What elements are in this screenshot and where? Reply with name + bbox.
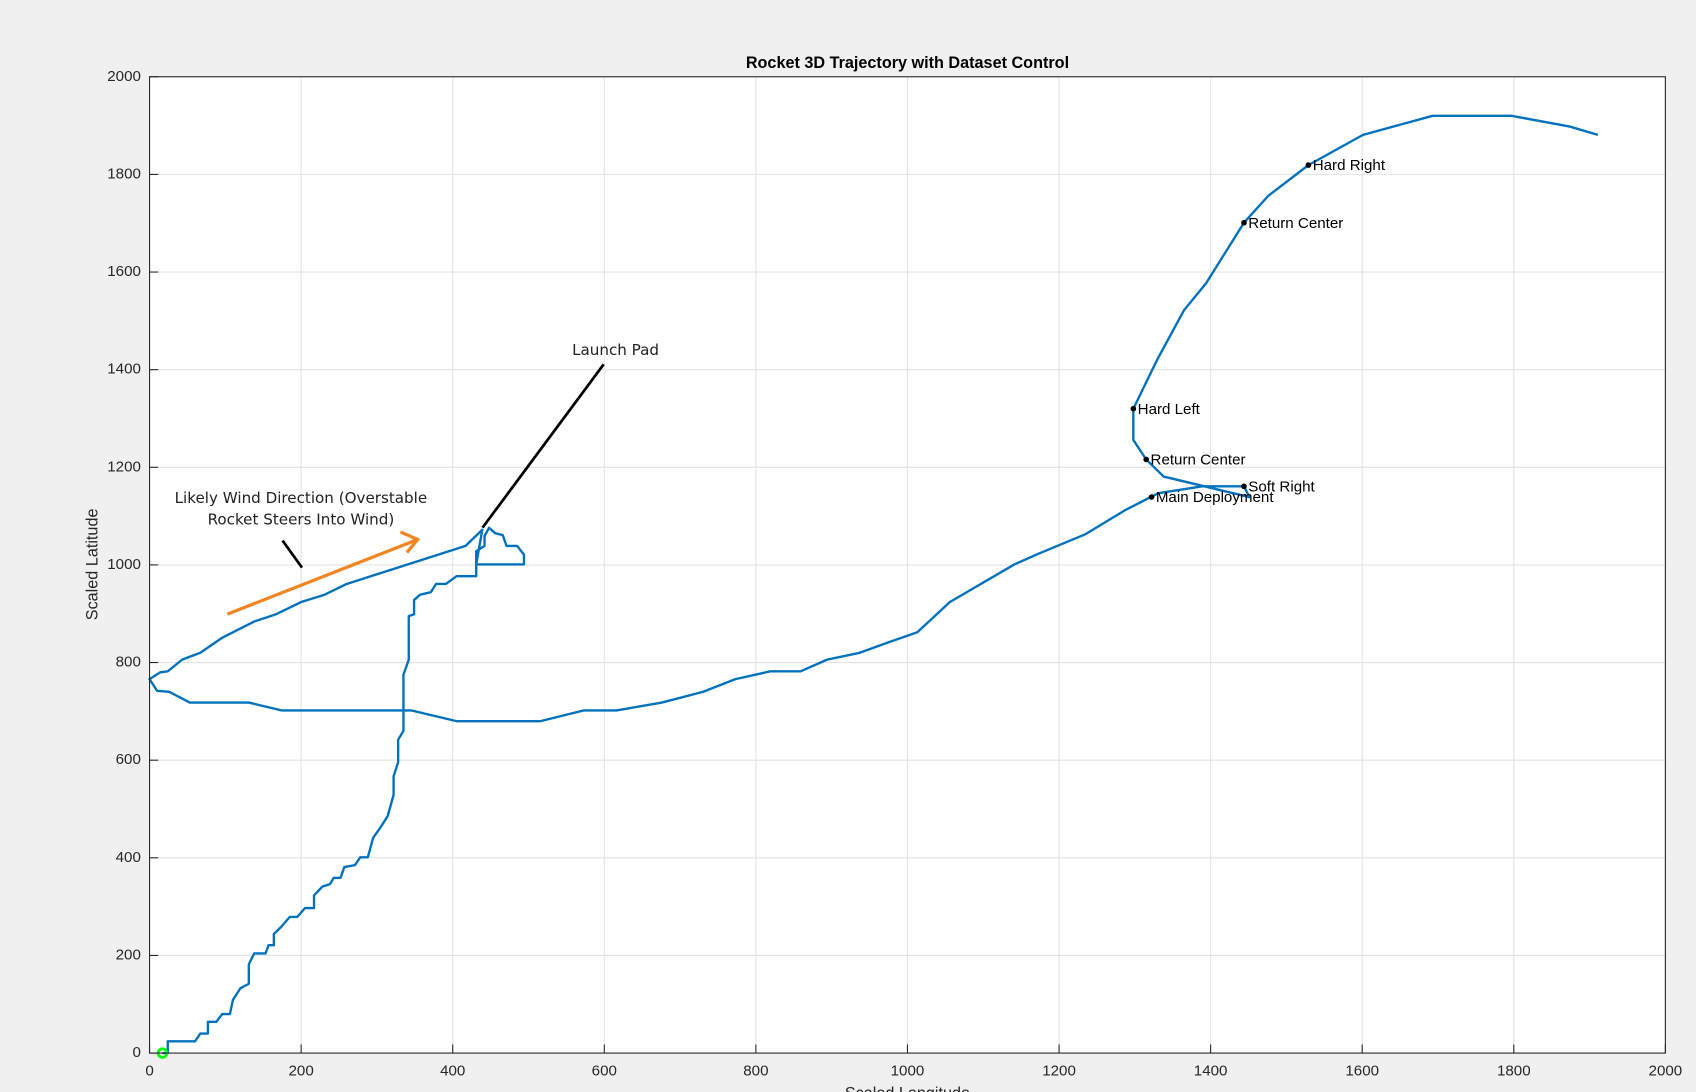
x-tick-label: 0: [145, 1062, 153, 1079]
x-tick-label: 1000: [891, 1062, 925, 1079]
event-marker: [1143, 456, 1150, 463]
y-axis-label: Scaled Latitude: [84, 509, 102, 621]
event-marker: [1130, 405, 1137, 412]
annotation-text: Likely Wind Direction (Overstable: [175, 489, 428, 507]
event-label: Soft Right: [1248, 478, 1315, 495]
event-label: Hard Right: [1313, 157, 1386, 174]
event-marker: [1148, 494, 1155, 500]
y-tick-label: 0: [132, 1044, 140, 1061]
y-tick-label: 600: [116, 751, 141, 768]
y-tick-label: 2000: [107, 68, 141, 85]
event-marker: [1241, 483, 1247, 490]
trajectory-line: [148, 114, 1599, 1055]
x-tick-label: 1400: [1194, 1062, 1228, 1079]
x-tick-label: 400: [440, 1062, 465, 1079]
y-tick-label: 1400: [107, 361, 141, 378]
y-tick-label: 1000: [107, 556, 141, 573]
annotation-text: Rocket Steers Into Wind): [208, 511, 395, 529]
x-tick-label: 1600: [1345, 1062, 1379, 1079]
y-tick-label: 200: [116, 946, 141, 963]
event-label: Hard Left: [1138, 401, 1201, 418]
x-tick-label: 200: [289, 1062, 314, 1079]
y-tick-label: 1200: [107, 458, 141, 475]
y-tick-label: 1800: [107, 165, 141, 182]
event-label: Return Center: [1151, 452, 1246, 469]
y-tick-label: 400: [116, 849, 141, 866]
chart-title: Rocket 3D Trajectory with Dataset Contro…: [746, 54, 1069, 72]
wind-arrow-head: [399, 530, 421, 554]
x-tick-label: 800: [743, 1062, 768, 1079]
x-axis-label: Scaled Longitude: [845, 1084, 970, 1092]
event-label: Return Center: [1248, 215, 1343, 232]
y-tick-label: 1600: [107, 263, 141, 280]
event-label: Main Deployment: [1156, 489, 1274, 506]
x-tick-label: 1200: [1042, 1062, 1076, 1079]
event-marker: [1305, 162, 1312, 168]
x-tick-label: 1800: [1497, 1062, 1531, 1079]
wind-arrow: [226, 538, 419, 616]
plot: Hard Right Return Center Hard Left Return C…: [148, 114, 1599, 1059]
event-marker: [1241, 219, 1247, 226]
annotation-pointer: [481, 363, 605, 529]
x-tick-label: 2000: [1649, 1062, 1683, 1079]
annotation-text: Launch Pad: [572, 341, 659, 359]
annotation-pointer: [281, 539, 304, 569]
y-tick-label: 800: [116, 654, 141, 671]
x-tick-label: 600: [592, 1062, 617, 1079]
